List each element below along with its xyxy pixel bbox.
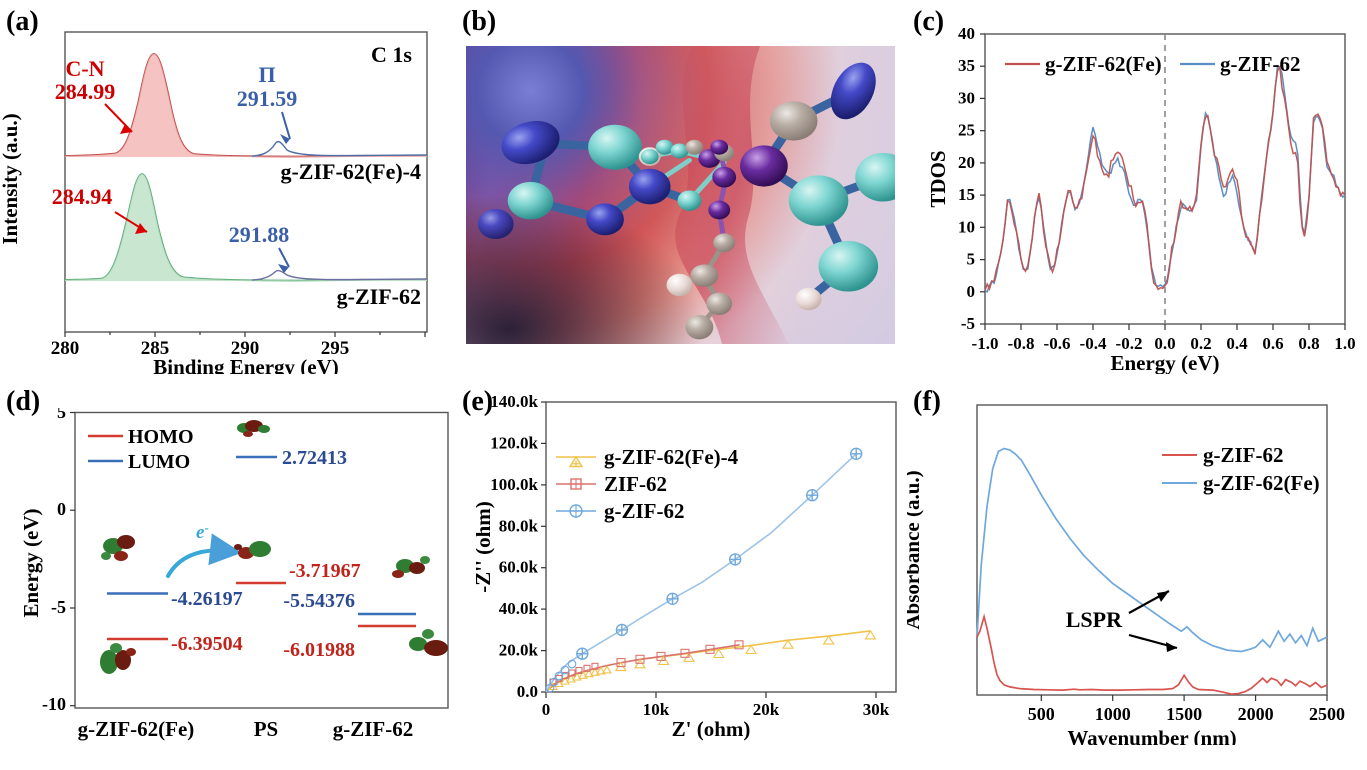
svg-text:500: 500: [1028, 704, 1055, 724]
svg-text:291.59: 291.59: [237, 86, 298, 111]
svg-text:П: П: [258, 62, 275, 87]
svg-text:291.88: 291.88: [229, 222, 290, 247]
svg-text:-10: -10: [42, 694, 66, 714]
svg-text:0: 0: [967, 282, 976, 301]
svg-text:80.0k: 80.0k: [499, 516, 539, 535]
svg-text:C-N: C-N: [65, 56, 104, 81]
svg-text:g-ZIF-62(Fe)-4: g-ZIF-62(Fe)-4: [280, 159, 421, 184]
svg-text:-5: -5: [961, 314, 975, 333]
svg-text:284.99: 284.99: [55, 79, 116, 104]
svg-text:2.72413: 2.72413: [282, 447, 347, 469]
svg-text:-4.26197: -4.26197: [171, 588, 243, 610]
svg-text:10: 10: [958, 217, 975, 236]
svg-text:5: 5: [57, 408, 66, 422]
svg-text:284.94: 284.94: [52, 184, 113, 209]
svg-text:40.0k: 40.0k: [499, 599, 539, 618]
svg-text:20.0k: 20.0k: [499, 641, 539, 660]
svg-text:30: 30: [958, 88, 975, 107]
svg-text:-5: -5: [51, 597, 66, 617]
svg-text:-3.71967: -3.71967: [289, 560, 361, 582]
svg-text:0: 0: [57, 499, 66, 519]
svg-text:Z' (ohm): Z' (ohm): [672, 717, 751, 741]
svg-text:Wavenumber (nm): Wavenumber (nm): [1067, 726, 1236, 745]
svg-text:1.0: 1.0: [1334, 334, 1355, 353]
svg-text:g-ZIF-62: g-ZIF-62: [1203, 443, 1284, 467]
svg-text:0.8: 0.8: [1298, 334, 1319, 353]
svg-text:HOMO: HOMO: [128, 426, 194, 448]
svg-text:g-ZIF-62(Fe): g-ZIF-62(Fe): [1045, 52, 1162, 76]
svg-text:0.6: 0.6: [1262, 334, 1283, 353]
svg-text:LSPR: LSPR: [1066, 607, 1123, 632]
svg-text:-0.4: -0.4: [1080, 334, 1107, 353]
svg-text:100.0k: 100.0k: [490, 475, 538, 494]
svg-text:60.0k: 60.0k: [499, 558, 539, 577]
svg-text:0.4: 0.4: [1226, 334, 1248, 353]
svg-text:120.0k: 120.0k: [490, 433, 538, 452]
svg-text:-6.01988: -6.01988: [283, 639, 355, 661]
svg-text:-Z'' (ohm): -Z'' (ohm): [476, 501, 495, 593]
svg-text:g-ZIF-62(Fe)-4: g-ZIF-62(Fe)-4: [604, 445, 739, 469]
svg-text:2000: 2000: [1238, 704, 1274, 724]
svg-text:Intensity (a.u.): Intensity (a.u.): [0, 113, 22, 244]
svg-text:g-ZIF-62: g-ZIF-62: [1220, 52, 1301, 76]
svg-text:-0.8: -0.8: [1008, 334, 1035, 353]
svg-text:Absorbance (a.u.): Absorbance (a.u.): [907, 470, 924, 629]
svg-text:15: 15: [958, 185, 975, 204]
svg-text:Energy (eV): Energy (eV): [19, 508, 43, 617]
svg-text:g-ZIF-62: g-ZIF-62: [604, 499, 685, 523]
svg-text:g-ZIF-62: g-ZIF-62: [337, 284, 421, 309]
svg-text:20: 20: [958, 153, 975, 172]
svg-text:LUMO: LUMO: [128, 451, 190, 473]
svg-text:35: 35: [958, 56, 975, 75]
svg-text:40: 40: [958, 24, 975, 43]
svg-text:g-ZIF-62(Fe): g-ZIF-62(Fe): [1203, 471, 1320, 495]
svg-text:TDOS: TDOS: [926, 150, 950, 207]
svg-text:-0.6: -0.6: [1044, 334, 1071, 353]
svg-text:0.0: 0.0: [517, 682, 538, 701]
svg-text:g-ZIF-62(Fe): g-ZIF-62(Fe): [78, 717, 195, 741]
svg-text:C 1s: C 1s: [371, 42, 412, 67]
svg-text:280: 280: [51, 338, 80, 359]
svg-text:140.0k: 140.0k: [490, 392, 538, 411]
svg-text:ZIF-62: ZIF-62: [604, 472, 667, 496]
svg-text:5: 5: [967, 250, 976, 269]
svg-text:2500: 2500: [1309, 704, 1345, 724]
svg-text:30k: 30k: [863, 700, 890, 719]
svg-text:-1.0: -1.0: [972, 334, 999, 353]
svg-text:g-ZIF-62: g-ZIF-62: [333, 717, 414, 741]
svg-text:PS: PS: [254, 717, 279, 741]
svg-text:-5.54376: -5.54376: [283, 590, 355, 612]
svg-text:-6.39504: -6.39504: [171, 633, 243, 655]
svg-text:Binding Energy (eV): Binding Energy (eV): [153, 355, 339, 374]
svg-text:1000: 1000: [1095, 704, 1131, 724]
svg-text:20k: 20k: [753, 700, 780, 719]
svg-text:Energy (eV): Energy (eV): [1110, 351, 1219, 374]
svg-text:25: 25: [958, 121, 975, 140]
svg-text:10k: 10k: [643, 700, 670, 719]
svg-text:1500: 1500: [1166, 704, 1202, 724]
svg-text:0: 0: [542, 700, 551, 719]
